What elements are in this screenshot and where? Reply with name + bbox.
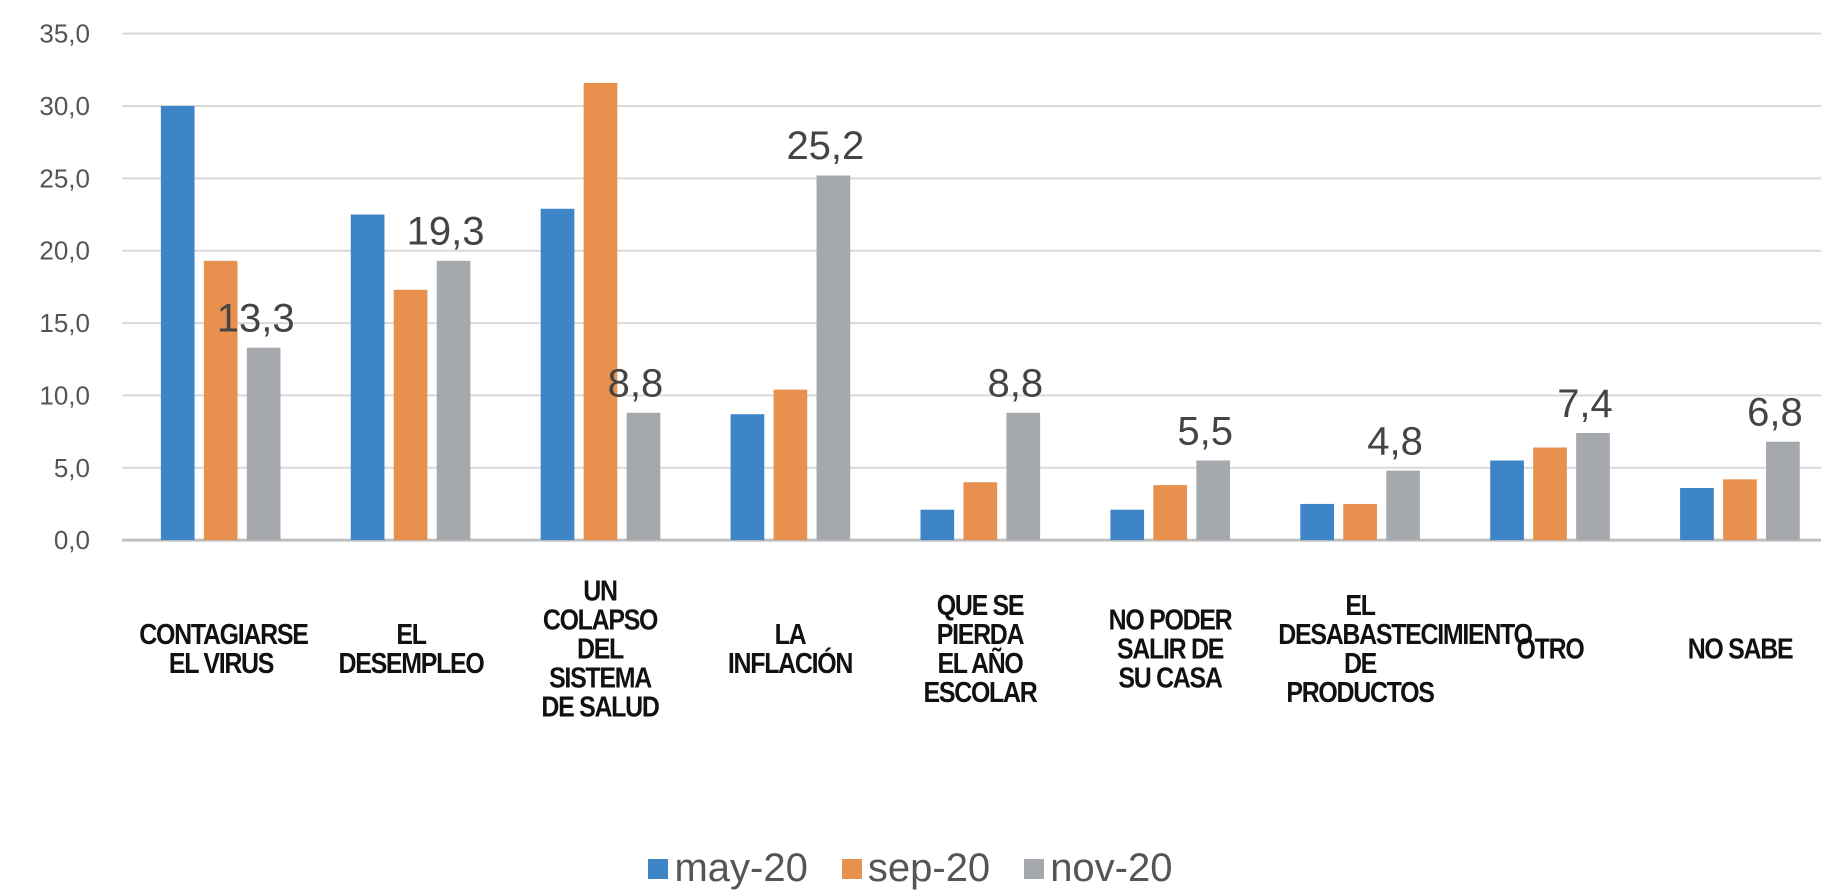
legend-item: nov-20 (1024, 846, 1173, 890)
data-label: 4,8 (1367, 419, 1423, 463)
bar (1006, 412, 1041, 541)
bar (626, 412, 661, 541)
x-tick-label: NO SABE (1687, 633, 1794, 666)
data-label: 6,8 (1747, 390, 1803, 434)
bar (203, 260, 238, 541)
x-tick-label: QUE SE PIERDA EL AÑO ESCOLAR (923, 590, 1038, 710)
y-tick-label: 20,0 (39, 236, 90, 266)
x-tick-label: NO PODER SALIR DE SU CASA (1108, 604, 1233, 695)
data-label: 19,3 (407, 210, 485, 254)
bar (1153, 485, 1188, 541)
x-tick-label: UN COLAPSO DEL SISTEMA DE SALUD (541, 575, 660, 724)
legend-swatch (648, 858, 669, 879)
bar (1576, 433, 1610, 541)
bar (1680, 488, 1714, 541)
bar (816, 175, 851, 541)
legend-swatch (1024, 858, 1045, 879)
y-tick-label: 5,0 (54, 453, 90, 483)
legend-item: may-20 (648, 846, 808, 890)
x-tick-label: LA INFLACIÓN (728, 619, 853, 681)
data-label: 8,8 (608, 362, 664, 406)
bar (1723, 479, 1757, 541)
bar (583, 82, 618, 541)
bar (1386, 470, 1420, 541)
bar (246, 347, 281, 541)
x-tick-label: OTRO (1516, 633, 1585, 666)
y-tick-label: 0,0 (54, 525, 90, 555)
bar (1110, 509, 1145, 541)
legend: may-20 sep-20 nov-20 (0, 846, 1821, 890)
x-tick-label: CONTAGIARSE EL VIRUS (138, 619, 309, 681)
bar (1196, 460, 1231, 541)
bar (730, 414, 765, 541)
bar (1300, 503, 1334, 541)
bar (436, 260, 471, 541)
y-tick-label: 30,0 (39, 91, 90, 121)
bar (393, 289, 428, 541)
legend-item: sep-20 (841, 846, 991, 890)
legend-label: may-20 (674, 846, 808, 890)
y-tick-label: 10,0 (39, 380, 90, 410)
bar (963, 482, 998, 541)
legend-label: sep-20 (867, 846, 991, 890)
bar (1766, 441, 1800, 541)
bar (160, 106, 195, 541)
x-tick-label: EL DESEMPLEO (338, 619, 484, 681)
bar (1533, 447, 1567, 541)
x-tick-label: EL DESABASTECIMIENTO DE PRODUCTOS (1278, 590, 1533, 710)
y-tick-label: 35,0 (39, 19, 90, 49)
data-label: 13,3 (217, 296, 295, 340)
y-tick-label: 25,0 (39, 163, 90, 193)
legend-swatch (841, 858, 862, 879)
bar (773, 389, 808, 541)
bar (920, 509, 955, 541)
bar (1490, 460, 1524, 541)
data-label: 8,8 (987, 362, 1043, 406)
bar (1343, 503, 1377, 541)
bar (350, 214, 385, 541)
legend-label: nov-20 (1050, 846, 1173, 890)
data-label: 7,4 (1557, 382, 1613, 426)
data-label: 25,2 (786, 124, 864, 168)
y-tick-label: 15,0 (39, 308, 90, 338)
data-label: 5,5 (1177, 409, 1233, 453)
bar (540, 208, 575, 541)
